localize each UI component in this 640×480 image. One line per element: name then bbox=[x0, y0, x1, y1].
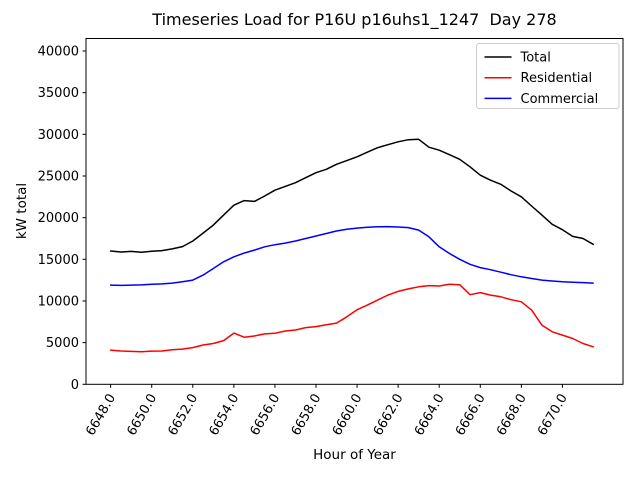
legend-label-total: Total bbox=[520, 51, 551, 66]
y-tick-label: 40000 bbox=[38, 44, 79, 59]
y-tick-label: 35000 bbox=[38, 86, 79, 101]
series-line-residential bbox=[109, 283, 594, 353]
y-axis-label: kW total bbox=[14, 182, 30, 240]
x-tick-label: 6654.0 bbox=[207, 392, 243, 439]
x-tick-label: 6658.0 bbox=[289, 392, 325, 439]
x-tick-label: 6662.0 bbox=[371, 392, 407, 439]
x-tick-label: 6648.0 bbox=[83, 392, 119, 439]
x-tick-label: 6664.0 bbox=[412, 392, 448, 439]
y-tick-label: 15000 bbox=[38, 253, 79, 268]
x-tick-label: 6668.0 bbox=[494, 392, 530, 439]
x-tick-label: 6670.0 bbox=[535, 392, 571, 439]
y-tick-label: 10000 bbox=[38, 294, 79, 309]
x-tick-label: 6666.0 bbox=[453, 392, 489, 439]
legend-label-residential: Residential bbox=[521, 71, 593, 86]
x-axis-label: Hour of Year bbox=[313, 447, 396, 463]
series-line-total bbox=[109, 138, 594, 253]
plot-border bbox=[85, 38, 624, 385]
series-line-commercial bbox=[109, 225, 594, 287]
x-tick-label: 6652.0 bbox=[166, 392, 202, 439]
chart-title: Timeseries Load for P16U p16uhs1_1247 Da… bbox=[152, 10, 557, 29]
y-tick-label: 0 bbox=[71, 378, 79, 393]
x-tick-label: 6656.0 bbox=[248, 392, 284, 439]
legend-label-commercial: Commercial bbox=[521, 92, 599, 107]
y-tick-label: 30000 bbox=[38, 128, 79, 143]
legend-box bbox=[476, 43, 620, 109]
x-tick-label: 6660.0 bbox=[330, 392, 366, 439]
y-tick-label: 20000 bbox=[38, 211, 79, 226]
x-tick-label: 6650.0 bbox=[124, 392, 160, 439]
y-tick-label: 5000 bbox=[46, 336, 79, 351]
y-tick-label: 25000 bbox=[38, 169, 79, 184]
